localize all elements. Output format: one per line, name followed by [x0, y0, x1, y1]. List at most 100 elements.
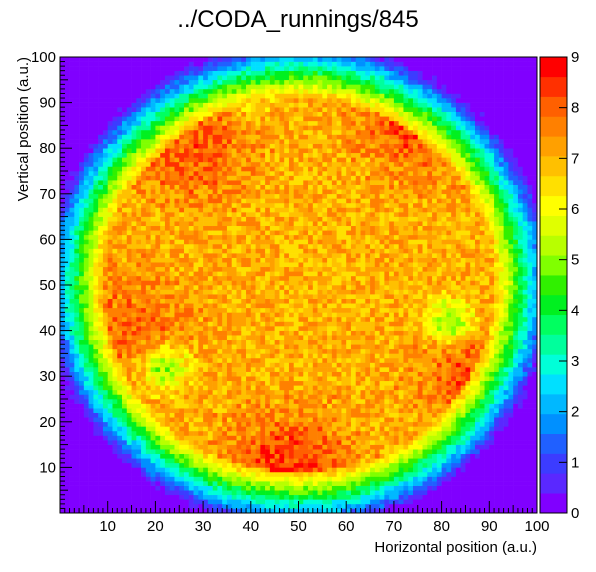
heatmap-cell	[184, 312, 190, 318]
heatmap-cell	[160, 458, 166, 464]
heatmap-cell	[222, 161, 228, 167]
heatmap-cell	[269, 321, 275, 327]
heatmap-cell	[293, 508, 299, 514]
heatmap-cell	[126, 66, 132, 71]
heatmap-cell	[231, 380, 237, 386]
heatmap-cell	[207, 444, 213, 450]
heatmap-cell	[60, 152, 66, 158]
heatmap-cell	[60, 362, 66, 368]
heatmap-cell	[236, 266, 242, 272]
heatmap-cell	[145, 303, 151, 309]
heatmap-cell	[293, 421, 299, 427]
heatmap-cell	[184, 440, 190, 445]
heatmap-cell	[107, 184, 113, 190]
heatmap-cell	[107, 180, 113, 185]
heatmap-cell	[207, 70, 213, 76]
heatmap-cell	[102, 376, 108, 382]
heatmap-cell	[231, 84, 237, 90]
heatmap-cell	[269, 180, 275, 185]
heatmap-cell	[60, 134, 66, 140]
heatmap-cell	[231, 216, 237, 222]
heatmap-cell	[64, 453, 70, 459]
heatmap-cell	[226, 367, 233, 372]
heatmap-cell	[293, 125, 299, 131]
heatmap-cell	[131, 61, 137, 67]
heatmap-cell	[155, 280, 161, 286]
heatmap-cell	[107, 412, 113, 418]
heatmap-cell	[293, 476, 299, 482]
heatmap-cell	[269, 266, 275, 272]
heatmap-cell	[145, 98, 151, 103]
heatmap-cell	[74, 116, 80, 122]
heatmap-cell	[126, 221, 132, 227]
heatmap-cell	[136, 75, 142, 81]
heatmap-cell	[112, 449, 118, 455]
heatmap-cell	[69, 148, 75, 154]
heatmap-cell	[136, 189, 142, 195]
heatmap-cell	[69, 321, 75, 327]
heatmap-cell	[193, 444, 199, 450]
heatmap-cell	[246, 129, 252, 135]
heatmap-cell	[274, 139, 280, 144]
heatmap-cell	[169, 385, 175, 391]
heatmap-cell	[136, 88, 142, 94]
heatmap-cell	[69, 367, 75, 372]
heatmap-cell	[231, 440, 237, 445]
heatmap-cell	[145, 330, 151, 336]
heatmap-cell	[207, 353, 213, 359]
heatmap-cell	[222, 275, 228, 281]
heatmap-cell	[217, 148, 223, 154]
heatmap-cell	[288, 271, 295, 277]
heatmap-cell	[260, 294, 266, 299]
heatmap-cell	[83, 485, 89, 491]
heatmap-cell	[117, 294, 123, 299]
heatmap-cell	[255, 499, 261, 505]
heatmap-cell	[155, 139, 161, 144]
heatmap-cell	[102, 289, 108, 295]
heatmap-cell	[64, 380, 70, 386]
heatmap-cell	[88, 476, 94, 482]
heatmap-cell	[241, 285, 247, 290]
heatmap-cell	[98, 148, 104, 154]
heatmap-cell	[174, 499, 180, 505]
heatmap-cell	[226, 202, 233, 208]
heatmap-cell	[265, 394, 271, 400]
heatmap-cell	[102, 471, 108, 477]
heatmap-cell	[179, 271, 185, 277]
heatmap-cell	[265, 84, 271, 90]
heatmap-cell	[83, 380, 89, 386]
heatmap-cell	[198, 294, 204, 299]
heatmap-cell	[231, 430, 237, 436]
heatmap-cell	[126, 161, 132, 167]
heatmap-cell	[107, 61, 113, 67]
heatmap-cell	[160, 335, 166, 341]
heatmap-cell	[126, 202, 132, 208]
heatmap-cell	[93, 152, 99, 158]
heatmap-cell	[155, 421, 161, 427]
chart-title: ../CODA_runnings/845	[177, 6, 419, 33]
heatmap-cell	[98, 353, 104, 359]
heatmap-cell	[236, 248, 242, 254]
heatmap-cell	[184, 353, 190, 359]
heatmap-cell	[160, 339, 166, 345]
heatmap-cell	[293, 385, 299, 391]
heatmap-cell	[250, 134, 256, 140]
heatmap-cell	[284, 462, 290, 468]
heatmap-cell	[255, 385, 261, 391]
heatmap-cell	[212, 120, 218, 126]
heatmap-cell	[241, 389, 247, 395]
heatmap-cell	[126, 175, 132, 181]
heatmap-cell	[112, 357, 118, 363]
heatmap-cell	[64, 357, 70, 363]
heatmap-cell	[265, 202, 271, 208]
heatmap-cell	[260, 184, 266, 190]
heatmap-cell	[265, 376, 271, 382]
heatmap-cell	[188, 70, 194, 76]
heatmap-cell	[250, 399, 256, 404]
heatmap-cell	[255, 471, 261, 477]
heatmap-cell	[145, 298, 151, 304]
heatmap-cell	[217, 70, 223, 76]
heatmap-cell	[102, 225, 108, 231]
heatmap-cell	[74, 389, 80, 395]
heatmap-cell	[93, 471, 99, 477]
